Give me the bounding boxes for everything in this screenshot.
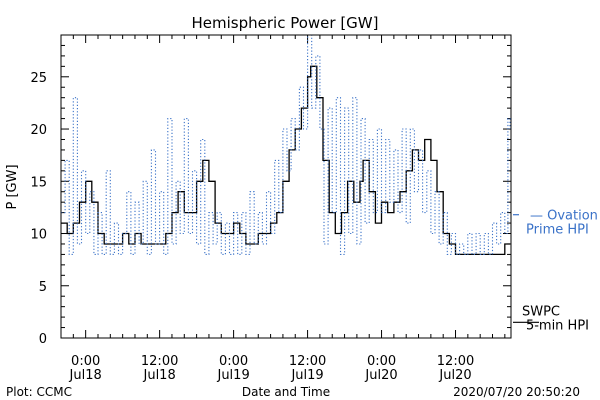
y-axis-label: P [GW] (5, 164, 20, 209)
x-tick-time-label: 12:00 (289, 354, 326, 369)
x-tick-time-label: 12:00 (437, 354, 474, 369)
series-ovation-prime-hpi (61, 34, 511, 255)
series-layer (61, 34, 511, 256)
legend-label-ovation: Prime HPI (526, 223, 589, 238)
x-tick-date-label: Jul20 (364, 368, 397, 383)
x-axis-label: Date and Time (242, 385, 330, 399)
legend-label-swpc: 5-min HPI (526, 318, 589, 333)
chart-title: Hemispheric Power [GW] (192, 14, 379, 32)
legend-label-ovation: — Ovation (530, 209, 598, 224)
y-tick-label: 15 (30, 175, 47, 190)
x-tick-time-label: 0:00 (219, 354, 248, 369)
x-tick-date-label: Jul18 (69, 368, 102, 383)
plot-credit: Plot: CCMC (6, 385, 72, 399)
x-axis: 0:00Jul1812:00Jul180:00Jul1912:00Jul190:… (60, 35, 506, 383)
y-tick-label: 0 (39, 332, 47, 347)
plot-frame (60, 34, 512, 339)
plot-timestamp: 2020/07/20 20:50:20 (453, 385, 580, 399)
series-swpc-hpi (61, 65, 510, 256)
y-tick-label: 5 (39, 280, 47, 295)
x-tick-date-label: Jul19 (290, 368, 323, 383)
y-tick-label: 10 (30, 228, 47, 243)
x-tick-date-label: Jul18 (143, 368, 176, 383)
legend-label-swpc: SWPC (522, 304, 560, 319)
y-tick-label: 25 (30, 71, 47, 86)
x-tick-date-label: Jul19 (216, 368, 249, 383)
x-tick-time-label: 12:00 (141, 354, 178, 369)
x-tick-date-label: Jul20 (438, 368, 471, 383)
y-tick-label: 20 (30, 123, 47, 138)
x-tick-time-label: 0:00 (71, 354, 100, 369)
x-tick-time-label: 0:00 (367, 354, 396, 369)
